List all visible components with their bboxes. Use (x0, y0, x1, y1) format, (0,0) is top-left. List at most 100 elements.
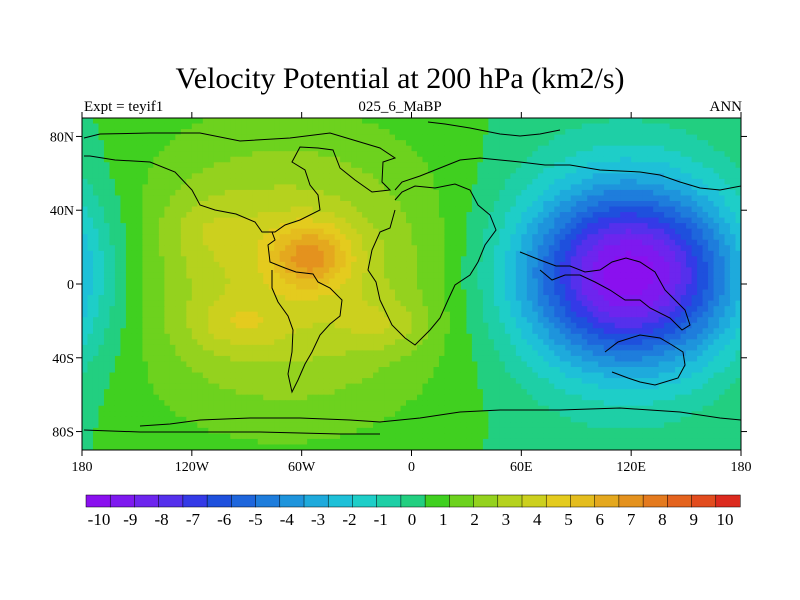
field-cell (296, 134, 303, 141)
field-cell (98, 284, 105, 291)
field-cell (246, 317, 253, 324)
field-cell (120, 289, 127, 296)
field-cell (400, 339, 407, 346)
field-cell (636, 178, 643, 185)
field-cell (158, 306, 165, 313)
field-cell (680, 256, 687, 263)
field-cell (730, 201, 737, 208)
field-cell (460, 239, 468, 246)
field-cell (697, 289, 704, 296)
field-cell (411, 295, 418, 302)
field-cell (120, 311, 127, 318)
field-cell (620, 339, 627, 346)
field-cell (719, 322, 726, 329)
field-cell (680, 250, 687, 257)
field-cell (603, 134, 610, 141)
field-cell (158, 129, 165, 136)
field-cell (274, 317, 281, 324)
field-cell (142, 272, 149, 280)
field-cell (669, 223, 676, 230)
field-cell (290, 261, 297, 268)
field-cell (230, 217, 237, 224)
field-cell (548, 322, 555, 329)
field-cell (724, 322, 731, 329)
field-cell (554, 339, 561, 346)
field-cell (114, 140, 122, 147)
field-cell (241, 145, 248, 152)
field-cell (510, 206, 517, 213)
field-cell (301, 189, 308, 197)
field-cell (515, 250, 522, 257)
field-cell (631, 228, 638, 235)
field-cell (576, 234, 583, 241)
field-cell (554, 272, 561, 280)
field-cell (279, 201, 286, 208)
field-cell (224, 234, 231, 241)
field-cell (488, 234, 495, 241)
field-cell (114, 167, 122, 174)
field-cell (356, 311, 363, 318)
field-cell (230, 300, 237, 307)
field-cell (482, 118, 489, 125)
field-cell (488, 184, 495, 191)
field-cell (686, 189, 693, 197)
field-cell (296, 250, 303, 257)
field-cell (246, 245, 253, 252)
field-cell (384, 162, 391, 169)
field-cell (301, 173, 308, 180)
field-cell (554, 261, 561, 268)
field-cell (499, 234, 506, 241)
field-cell (345, 123, 352, 130)
field-cell (669, 234, 676, 241)
field-cell (318, 333, 325, 340)
field-cell (158, 284, 165, 291)
field-cell (658, 201, 665, 208)
field-cell (658, 217, 665, 224)
field-cell (686, 245, 693, 252)
field-cell (576, 201, 583, 208)
field-cell (180, 151, 187, 158)
field-cell (735, 134, 741, 141)
field-cell (334, 261, 341, 268)
field-cell (147, 118, 154, 125)
field-cell (109, 278, 116, 285)
field-cell (444, 256, 451, 263)
field-cell (318, 129, 325, 136)
field-cell (427, 134, 435, 141)
field-cell (422, 151, 429, 158)
field-cell (411, 322, 418, 329)
field-cell (471, 156, 478, 163)
field-cell (515, 178, 522, 185)
field-cell (230, 228, 237, 235)
field-cell (724, 300, 731, 307)
field-cell (411, 156, 418, 163)
field-cell (642, 295, 649, 302)
field-cell (493, 289, 500, 296)
field-cell (384, 129, 391, 136)
field-cell (609, 245, 616, 252)
field-cell (285, 184, 292, 191)
field-cell (664, 195, 671, 202)
field-cell (576, 317, 583, 324)
field-cell (241, 300, 248, 307)
field-cell (263, 184, 270, 191)
field-cell (466, 162, 473, 169)
field-cell (598, 223, 605, 230)
field-cell (378, 206, 385, 213)
field-cell (581, 328, 588, 335)
field-cell (466, 118, 473, 125)
field-cell (570, 217, 577, 224)
field-cell (279, 328, 286, 335)
field-cell (307, 134, 314, 141)
field-cell (565, 311, 572, 318)
field-cell (565, 333, 572, 340)
field-cell (477, 123, 484, 130)
field-cell (158, 134, 165, 141)
field-cell (559, 167, 566, 174)
field-cell (642, 212, 649, 219)
field-cell (592, 123, 599, 130)
field-cell (636, 272, 643, 280)
field-cell (493, 228, 500, 235)
field-cell (724, 245, 731, 252)
field-cell (252, 239, 259, 246)
